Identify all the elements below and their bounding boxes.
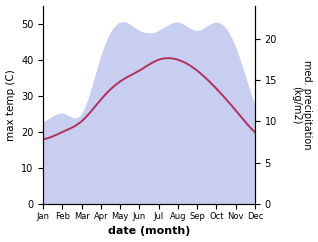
Y-axis label: med. precipitation
(kg/m2): med. precipitation (kg/m2): [291, 60, 313, 150]
X-axis label: date (month): date (month): [108, 227, 190, 236]
Y-axis label: max temp (C): max temp (C): [5, 69, 16, 141]
